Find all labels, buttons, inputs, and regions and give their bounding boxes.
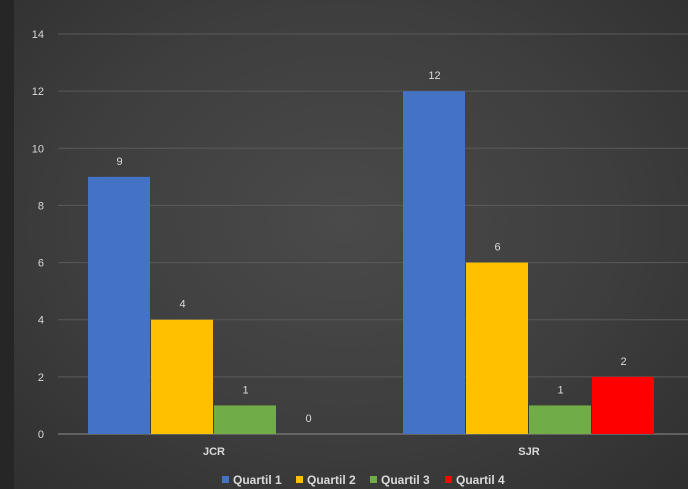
data-label: 6 xyxy=(494,242,500,254)
y-tick-label: 12 xyxy=(32,86,44,98)
data-label: 4 xyxy=(179,299,185,311)
data-label: 0 xyxy=(305,413,311,425)
legend-entry: Quartil 2 xyxy=(307,473,356,487)
legend: Quartil 1 Quartil 2 Quartil 3 Quartil 4 xyxy=(222,473,505,487)
y-tick-label: 8 xyxy=(38,200,44,212)
bars xyxy=(88,91,654,435)
bar-sjr-quartil-3 xyxy=(529,405,591,434)
bar-sjr-quartil-1 xyxy=(403,91,465,435)
y-tick-label: 2 xyxy=(38,372,44,384)
x-axis-categories: JCR SJR xyxy=(203,446,540,458)
y-tick-label: 0 xyxy=(38,429,44,441)
data-label: 2 xyxy=(620,356,626,368)
category-label: SJR xyxy=(518,446,539,458)
y-tick-label: 6 xyxy=(38,258,44,270)
y-axis-ticks: 0 2 4 6 8 10 12 14 xyxy=(32,29,44,441)
left-border xyxy=(0,0,14,489)
y-tick-label: 14 xyxy=(32,29,44,41)
legend-entry: Quartil 1 xyxy=(233,473,282,487)
legend-swatch xyxy=(222,476,229,483)
legend-swatch xyxy=(445,476,452,483)
y-tick-label: 10 xyxy=(32,143,44,155)
data-label: 1 xyxy=(242,384,248,396)
bar-jcr-quartil-2 xyxy=(151,319,213,434)
legend-entry: Quartil 4 xyxy=(456,473,505,487)
bar-jcr-quartil-3 xyxy=(214,405,276,434)
data-label: 9 xyxy=(116,156,122,168)
data-label: 1 xyxy=(557,384,563,396)
y-tick-label: 4 xyxy=(38,315,44,327)
bar-sjr-quartil-4 xyxy=(592,376,654,434)
bar-sjr-quartil-2 xyxy=(466,262,528,434)
legend-swatch xyxy=(296,476,303,483)
category-label: JCR xyxy=(203,446,225,458)
legend-swatch xyxy=(370,476,377,483)
data-label: 12 xyxy=(428,70,440,82)
legend-entry: Quartil 3 xyxy=(381,473,430,487)
bar-jcr-quartil-1 xyxy=(88,176,150,434)
